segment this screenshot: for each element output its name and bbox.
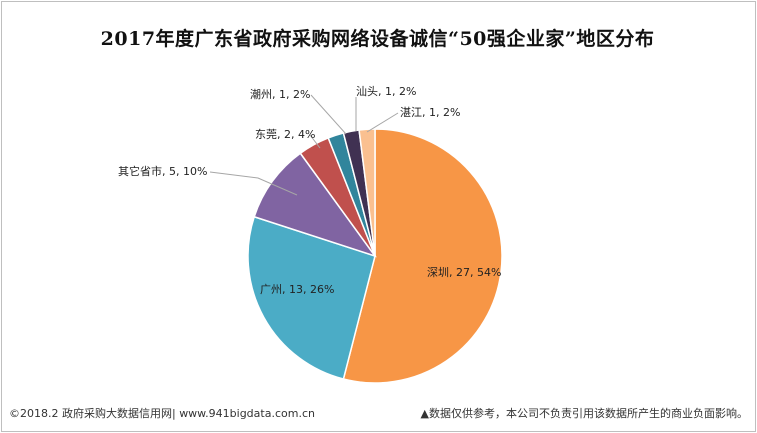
pie-slice-3	[253, 152, 377, 258]
pie-slice-2	[247, 215, 376, 380]
chart-title: 2017年度广东省政府采购网络设备诚信“50强企业家”地区分布	[100, 28, 655, 50]
leader-line-7	[366, 112, 399, 133]
footer-disclaimer: ▲数据仅供参考，本公司不负责引用该数据所产生的商业负面影响。	[420, 407, 748, 420]
leader-line-3	[209, 171, 298, 196]
data-label-2: 广州, 13, 26%	[260, 283, 334, 296]
data-label-3: 其它省市, 5, 10%	[118, 164, 207, 178]
footer-source: ©2018.2 政府采购大数据信用网| www.941bigdata.com.c…	[9, 407, 315, 420]
pie-slice-1	[342, 128, 503, 384]
data-label-7: 湛江, 1, 2%	[400, 106, 460, 119]
data-label-6: 汕头, 1, 2%	[356, 85, 416, 98]
leader-line-5	[310, 94, 347, 135]
leader-line-4	[309, 134, 321, 149]
data-label-4: 东莞, 2, 4%	[255, 128, 315, 141]
data-label-5: 潮州, 1, 2%	[250, 87, 310, 101]
pie-slice-7	[358, 128, 376, 257]
data-label-1: 深圳, 27, 54%	[427, 266, 501, 279]
